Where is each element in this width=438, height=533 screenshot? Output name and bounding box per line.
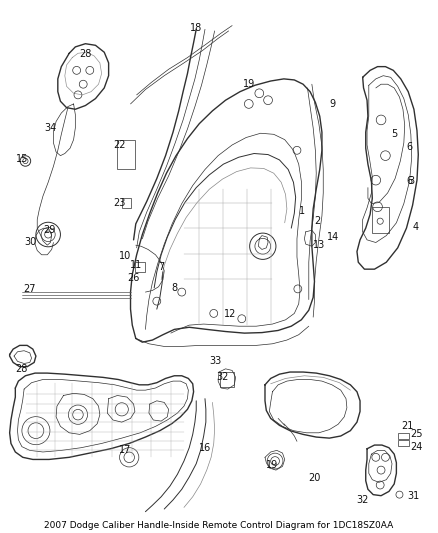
Text: 22: 22 (113, 140, 125, 150)
Text: 5: 5 (391, 130, 397, 139)
Text: 20: 20 (308, 473, 321, 482)
Text: 28: 28 (15, 364, 27, 374)
Text: 12: 12 (224, 310, 236, 319)
Text: 6: 6 (406, 176, 413, 186)
Bar (398, 433, 409, 439)
Text: 24: 24 (410, 442, 422, 451)
Text: 1: 1 (299, 206, 305, 215)
Bar (372, 207, 389, 233)
Text: 21: 21 (401, 422, 413, 431)
Text: 26: 26 (127, 273, 140, 283)
Text: 8: 8 (171, 283, 177, 293)
Text: 29: 29 (43, 225, 55, 235)
Bar (117, 140, 135, 169)
Text: 28: 28 (79, 50, 92, 59)
Text: 34: 34 (44, 123, 57, 133)
Bar (220, 372, 234, 387)
Text: 17: 17 (119, 446, 131, 455)
Bar (122, 198, 131, 208)
Text: 33: 33 (209, 357, 222, 366)
Text: 25: 25 (410, 430, 422, 439)
Text: 3: 3 (409, 176, 415, 186)
Text: 15: 15 (16, 154, 28, 164)
Text: 32: 32 (216, 373, 229, 382)
Bar (135, 262, 145, 272)
Text: 19: 19 (243, 79, 255, 89)
Text: 14: 14 (327, 232, 339, 242)
Text: 7: 7 (158, 262, 164, 271)
Text: 11: 11 (130, 261, 142, 270)
Bar (398, 440, 409, 446)
Text: 2: 2 (314, 216, 321, 226)
Text: 19: 19 (266, 460, 279, 470)
Text: 2007 Dodge Caliber Handle-Inside Remote Control Diagram for 1DC18SZ0AA: 2007 Dodge Caliber Handle-Inside Remote … (44, 521, 394, 529)
Text: 23: 23 (113, 198, 125, 207)
Text: 32: 32 (357, 495, 369, 505)
Text: 9: 9 (330, 99, 336, 109)
Text: 30: 30 (25, 237, 37, 247)
Text: 31: 31 (408, 491, 420, 500)
Text: 6: 6 (406, 142, 413, 151)
Text: 10: 10 (119, 251, 131, 261)
Text: 16: 16 (199, 443, 211, 453)
Text: 18: 18 (190, 23, 202, 33)
Text: 27: 27 (24, 284, 36, 294)
Text: 4: 4 (413, 222, 419, 231)
Text: 13: 13 (313, 240, 325, 250)
